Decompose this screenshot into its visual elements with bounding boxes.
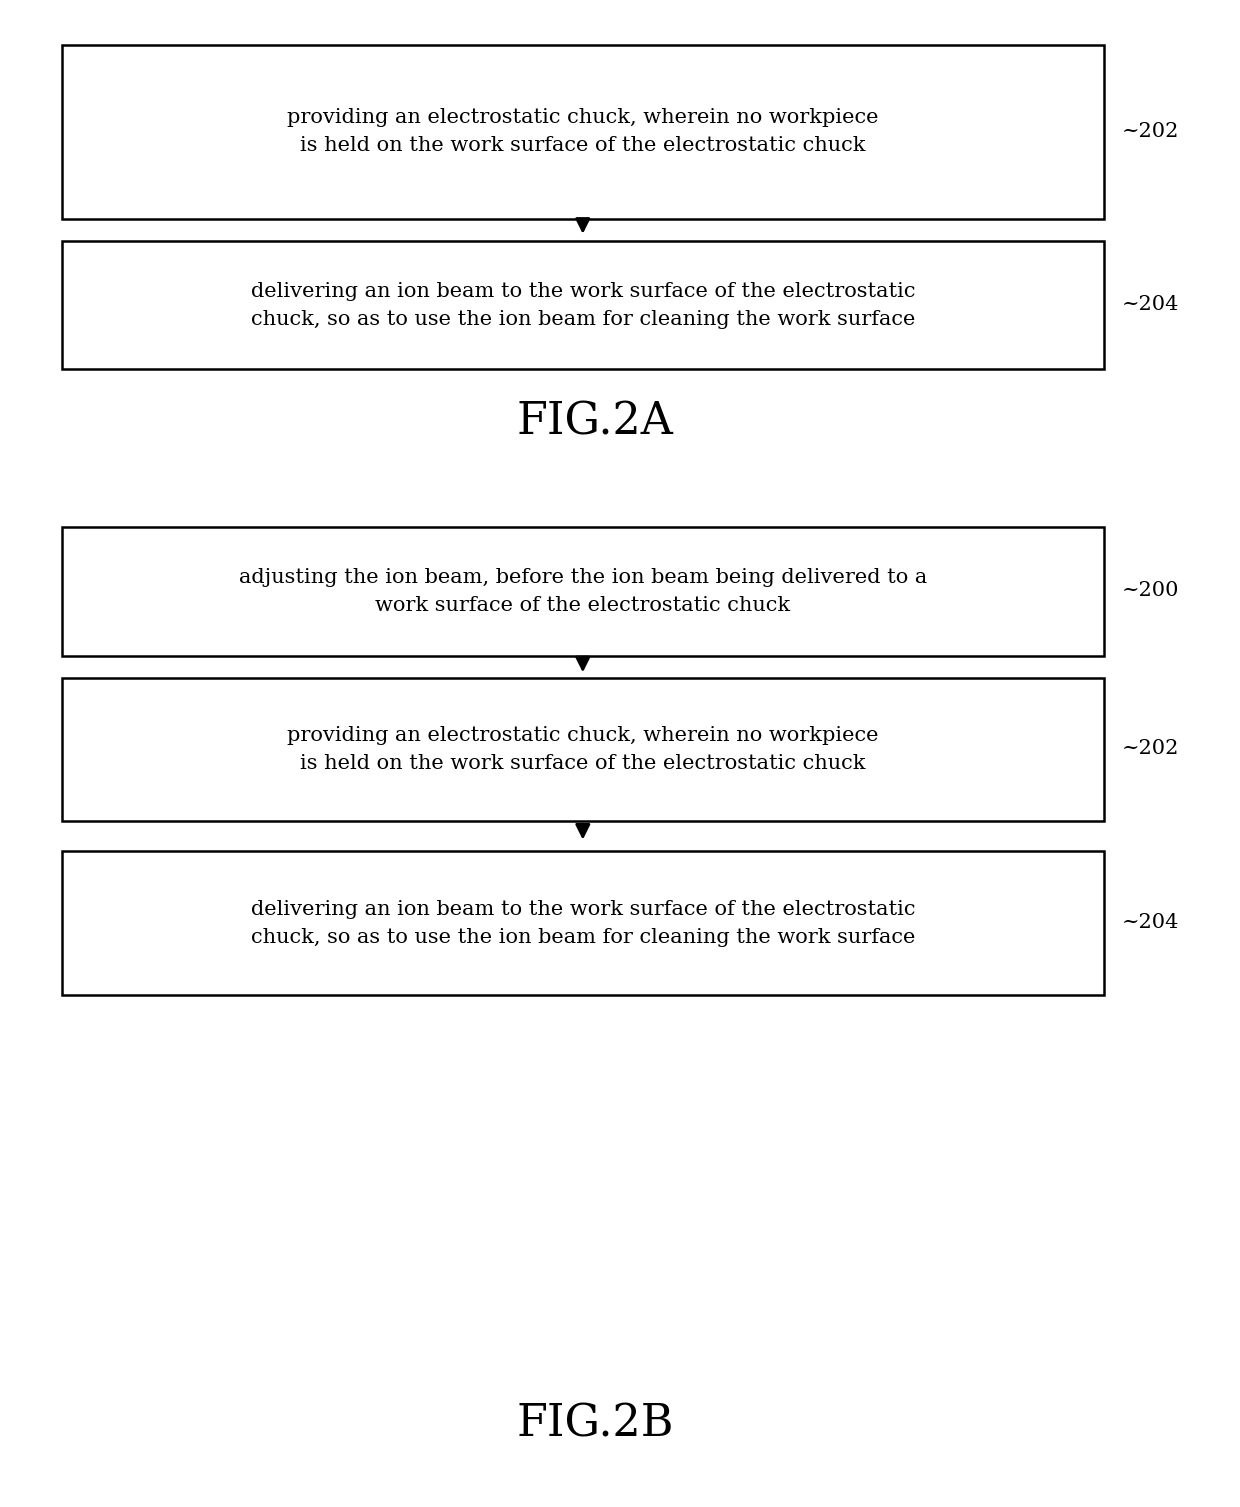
Text: ~202: ~202	[1122, 122, 1179, 140]
FancyBboxPatch shape	[62, 527, 1104, 656]
Text: delivering an ion beam to the work surface of the electrostatic
chuck, so as to : delivering an ion beam to the work surfa…	[250, 282, 915, 329]
Text: ~202: ~202	[1122, 740, 1179, 758]
Text: providing an electrostatic chuck, wherein no workpiece
is held on the work surfa: providing an electrostatic chuck, wherei…	[286, 109, 879, 155]
FancyBboxPatch shape	[62, 851, 1104, 995]
FancyBboxPatch shape	[62, 45, 1104, 219]
FancyBboxPatch shape	[62, 241, 1104, 369]
Text: ~200: ~200	[1122, 582, 1179, 600]
Text: ~204: ~204	[1122, 913, 1179, 931]
Text: ~204: ~204	[1122, 295, 1179, 313]
Text: providing an electrostatic chuck, wherein no workpiece
is held on the work surfa: providing an electrostatic chuck, wherei…	[286, 726, 879, 773]
Text: delivering an ion beam to the work surface of the electrostatic
chuck, so as to : delivering an ion beam to the work surfa…	[250, 900, 915, 946]
FancyBboxPatch shape	[62, 678, 1104, 821]
Text: FIG.2B: FIG.2B	[516, 1403, 675, 1445]
Text: adjusting the ion beam, before the ion beam being delivered to a
work surface of: adjusting the ion beam, before the ion b…	[238, 568, 928, 615]
Text: FIG.2A: FIG.2A	[517, 401, 673, 443]
